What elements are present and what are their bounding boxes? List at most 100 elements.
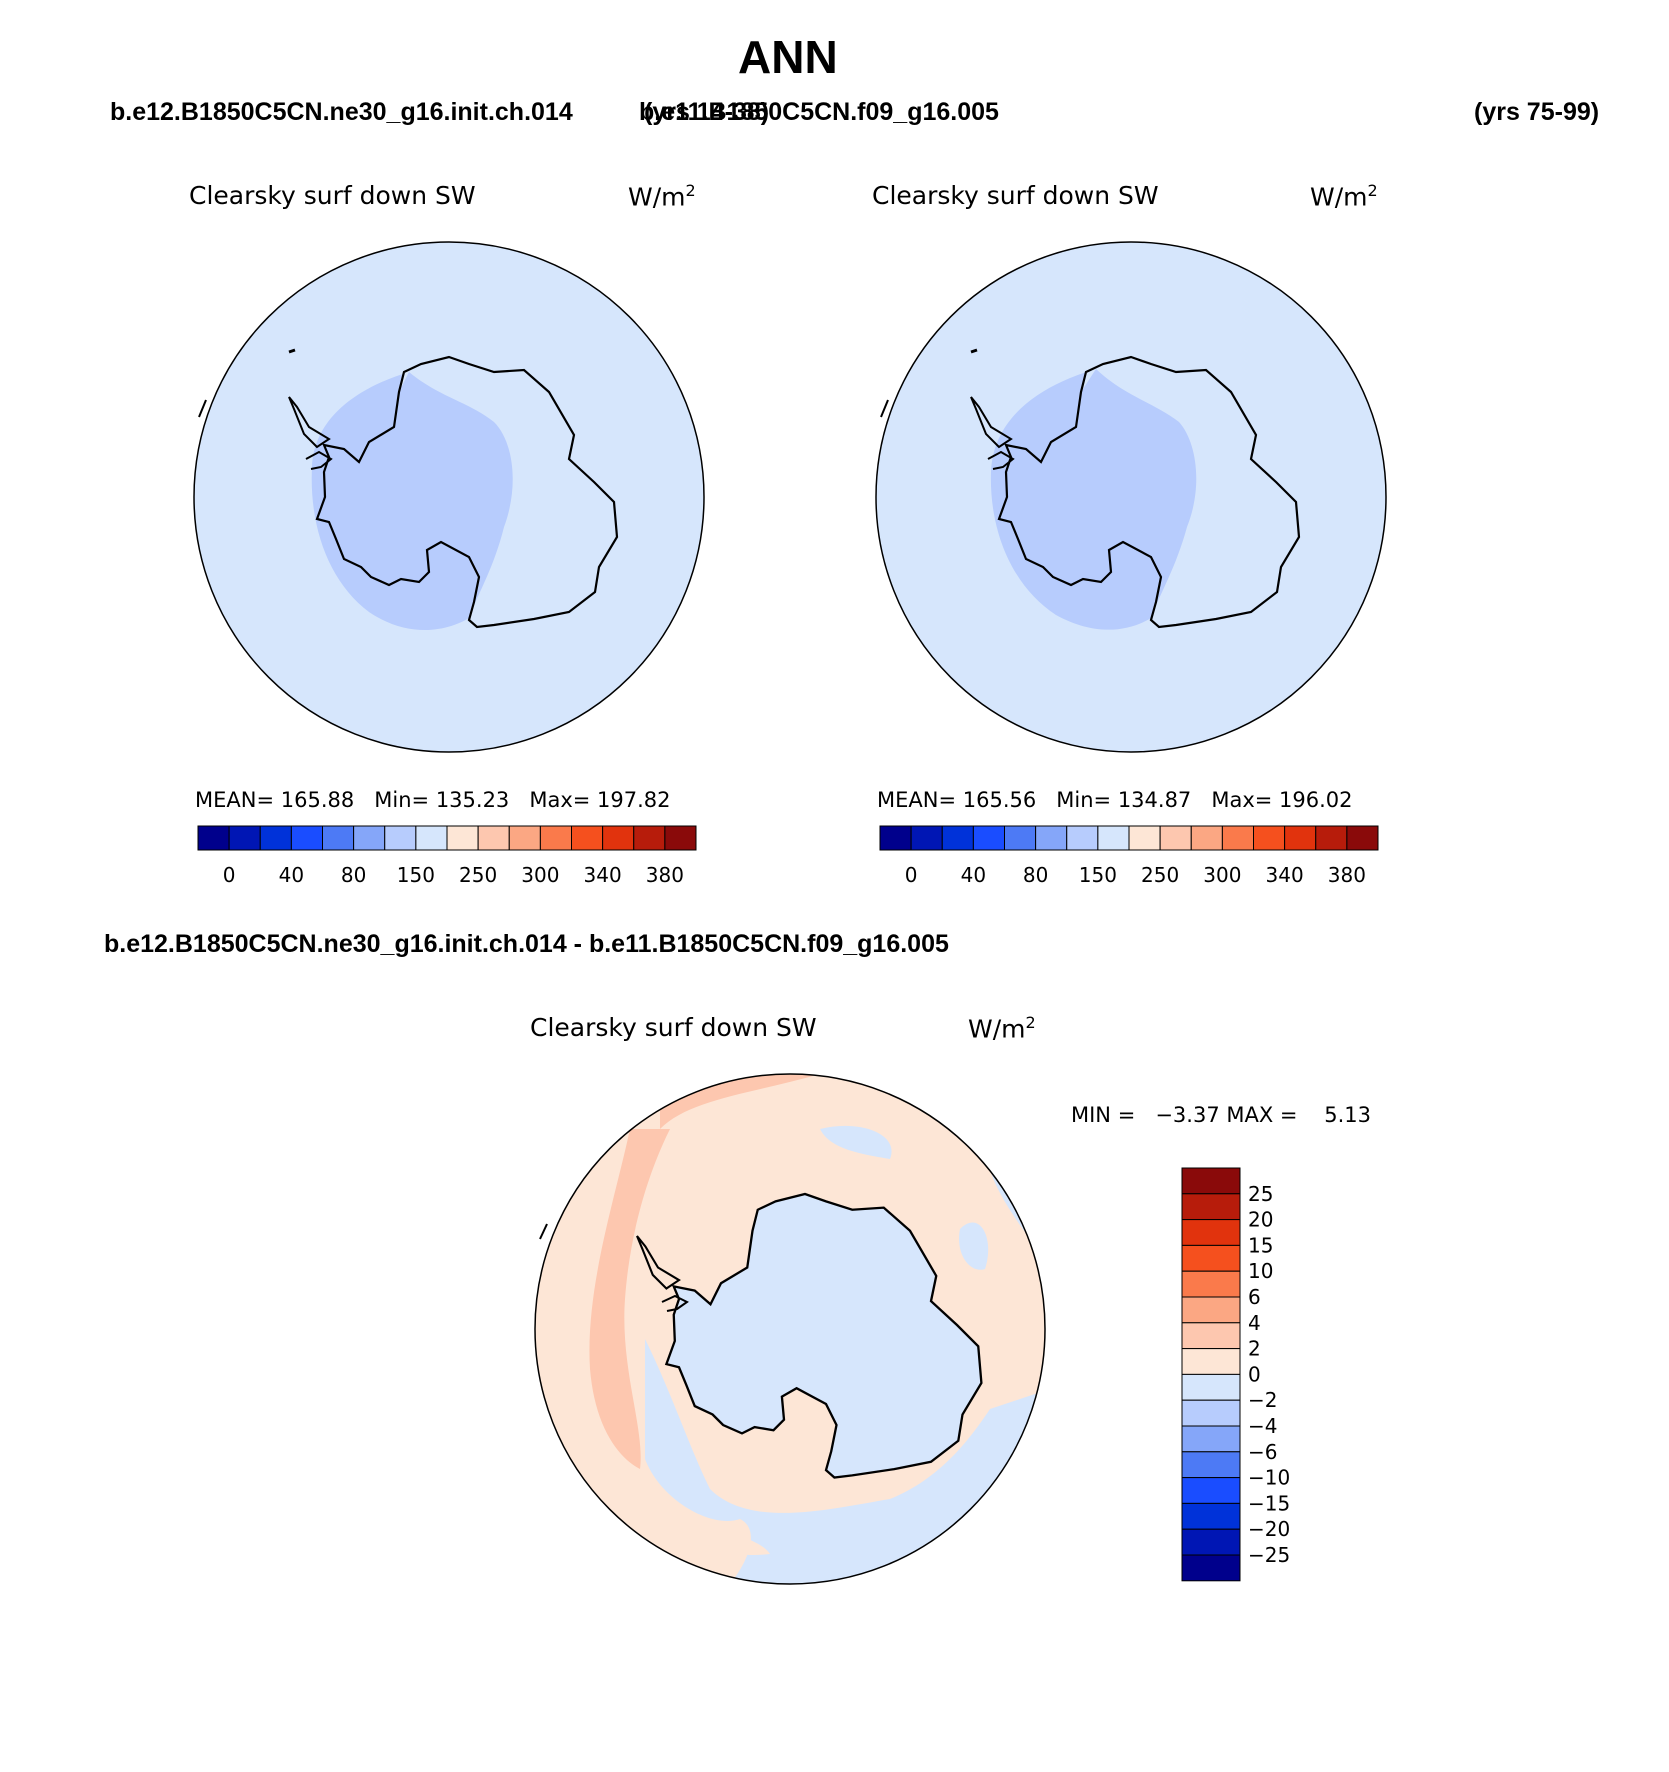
panel-1-colorbar-cell-6 <box>384 825 417 851</box>
panel-2-colorbar-label-2: 80 <box>1023 863 1048 887</box>
panel-3-colorbar-cell-10 <box>1181 1425 1241 1453</box>
panel-3-colorbar-cell-4 <box>1181 1270 1241 1298</box>
panel-2-min-label: Min= <box>1056 788 1112 812</box>
panel-2-max-label: Max= <box>1211 788 1273 812</box>
panel-1-colorbar-cell-15 <box>664 825 697 851</box>
panel-2-colorbar-label-0: 0 <box>905 863 918 887</box>
panel-2-colorbar-cell-2 <box>941 825 974 851</box>
panel-2-colorbar: 0 40 80 150 250 300 340 380 <box>879 825 1379 887</box>
panel-1-colorbar-label-0: 0 <box>223 863 236 887</box>
panel-1-colorbar-cell-0 <box>197 825 230 851</box>
diff-label: b.e12.B1850C5CN.ne30_g16.init.ch.014 - b… <box>104 930 949 958</box>
panel-2-colorbar-cell-13 <box>1284 825 1317 851</box>
panel-3-colorbar-cell-9 <box>1181 1399 1241 1427</box>
panel-3-colorbar-label-4: 6 <box>1248 1285 1261 1309</box>
panel-3-colorbar-cell-11 <box>1181 1451 1241 1479</box>
panel-2-colorbar-cell-8 <box>1128 825 1161 851</box>
panel-3-colorbar-cell-6 <box>1181 1322 1241 1350</box>
panel-1-colorbar: 0 40 80 150 250 300 340 380 <box>197 825 697 887</box>
panel-3-colorbar-label-0: 25 <box>1248 1182 1273 1206</box>
panel-2-colorbar-cell-14 <box>1315 825 1348 851</box>
panel-3-colorbar-label-7: 0 <box>1248 1362 1261 1386</box>
panel-3-colorbar-label-13: −20 <box>1248 1517 1290 1541</box>
panel-1-units: W/m2 <box>628 181 696 211</box>
panel-3-colorbar-cell-5 <box>1181 1296 1241 1324</box>
panel-1-min-label: Min= <box>374 788 430 812</box>
panel-3-map <box>534 1073 1046 1585</box>
panel-2-mean-label: MEAN= <box>877 788 957 812</box>
panel-3-colorbar-label-11: −10 <box>1248 1466 1290 1490</box>
panel-3-colorbar-label-3: 10 <box>1248 1259 1273 1283</box>
panel-2-colorbar-cell-11 <box>1221 825 1254 851</box>
panel-2-mean: 165.56 <box>962 788 1037 812</box>
panel-3-colorbar-cell-15 <box>1181 1554 1241 1582</box>
panel-1-colorbar-cell-4 <box>322 825 355 851</box>
panel-1-colorbar-label-4: 250 <box>459 863 497 887</box>
panel-2-colorbar-cell-10 <box>1190 825 1223 851</box>
panel-3-colorbar-label-8: −2 <box>1248 1388 1277 1412</box>
panel-3-variable: Clearsky surf down SW <box>530 1013 817 1042</box>
panel-2-colorbar-cell-9 <box>1159 825 1192 851</box>
panel-2-colorbar-cell-3 <box>972 825 1005 851</box>
panel-3-warm-patch <box>688 1519 770 1555</box>
panel-2-units-base: W/m <box>1310 182 1368 212</box>
panel-1-units-exp: 2 <box>685 181 696 200</box>
panel-2-units: W/m2 <box>1310 181 1378 211</box>
panel-3-colorbar-cell-7 <box>1181 1348 1241 1375</box>
panel-3-cool-patch-1 <box>820 1125 892 1159</box>
panel-3-colorbar-cell-12 <box>1181 1477 1241 1504</box>
panel-3-colorbar-label-5: 4 <box>1248 1311 1261 1335</box>
panel-2-colorbar-cell-12 <box>1253 825 1286 851</box>
panel-2-colorbar-label-5: 300 <box>1203 863 1241 887</box>
panel-3-colorbar-label-9: −4 <box>1248 1414 1277 1438</box>
panel-1-map <box>193 241 705 753</box>
panel-1-colorbar-cell-11 <box>539 825 572 851</box>
panel-3-colorbar-label-2: 15 <box>1248 1233 1273 1257</box>
panel-1-colorbar-cell-9 <box>477 825 510 851</box>
panel-2-colorbar-label-7: 380 <box>1328 863 1366 887</box>
panel-3-cool-patch-2 <box>959 1222 989 1270</box>
panel-2-colorbar-cell-5 <box>1035 825 1068 851</box>
panel-1-colorbar-label-1: 40 <box>279 863 304 887</box>
panel-2-colorbar-label-3: 150 <box>1079 863 1117 887</box>
panel-2-units-exp: 2 <box>1367 181 1378 200</box>
panel-3-stats: MIN = −3.37 MAX = 5.13 <box>1071 1103 1371 1127</box>
panel-3-cool-region <box>645 1339 1045 1584</box>
panel-1-colorbar-cell-3 <box>290 825 323 851</box>
panel-3-colorbar-label-12: −15 <box>1248 1491 1290 1515</box>
panel-3-units: W/m2 <box>968 1013 1036 1043</box>
panel-2-colorbar-cell-1 <box>910 825 943 851</box>
panel-3-colorbar-cell-13 <box>1181 1502 1241 1530</box>
panel-1-units-base: W/m <box>628 182 686 212</box>
panel-3-units-base: W/m <box>968 1014 1026 1044</box>
panel-2-colorbar-label-4: 250 <box>1141 863 1179 887</box>
panel-1-colorbar-cell-13 <box>602 825 635 851</box>
case-label: b.e12.B1850C5CN.ne30_g16.init.ch.014 <box>110 98 573 126</box>
panel-3-colorbar-label-1: 20 <box>1248 1208 1273 1232</box>
panel-3-min-label: MIN = <box>1071 1103 1136 1127</box>
panel-3-colorbar-cell-1 <box>1181 1193 1241 1221</box>
panel-3-colorbar-cell-0 <box>1181 1167 1241 1195</box>
panel-2-variable: Clearsky surf down SW <box>872 181 1159 210</box>
panel-1-colorbar-cell-12 <box>571 825 604 851</box>
plot-title: ANN <box>738 31 838 83</box>
panel-1-mean-label: MEAN= <box>195 788 275 812</box>
panel-3-max-label: MAX = <box>1226 1103 1298 1127</box>
panel-3-colorbar-label-14: −25 <box>1248 1543 1290 1567</box>
panel-1-colorbar-cell-10 <box>508 825 541 851</box>
panel-1-mean: 165.88 <box>280 788 355 812</box>
panel-1-colorbar-cell-2 <box>259 825 292 851</box>
panel-1-colorbar-cell-8 <box>446 825 479 851</box>
panel-2-colorbar-cell-15 <box>1346 825 1379 851</box>
panel-2-max: 196.02 <box>1279 788 1353 812</box>
panel-2-min: 134.87 <box>1117 788 1192 812</box>
panel-1-max: 197.82 <box>597 788 671 812</box>
panel-3-colorbar-cell-2 <box>1181 1219 1241 1246</box>
panel-1-colorbar-label-6: 340 <box>584 863 622 887</box>
panel-1-colorbar-cell-1 <box>228 825 261 851</box>
panel-3-colorbar-cell-3 <box>1181 1244 1241 1272</box>
panel-2-colorbar-label-6: 340 <box>1266 863 1304 887</box>
case-years: (yrs 14-38) <box>644 98 770 126</box>
panel-3-min: −3.37 <box>1155 1103 1220 1127</box>
